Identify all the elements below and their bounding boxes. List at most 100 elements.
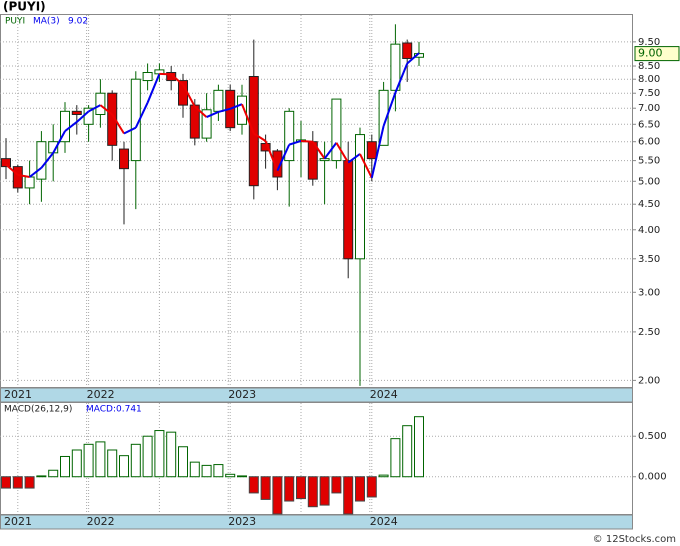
candle-body (71, 110, 82, 116)
macd-bar (178, 446, 188, 478)
candle-body (36, 141, 47, 180)
ma-line (311, 141, 326, 160)
candle-body (378, 89, 389, 146)
price-tag (634, 46, 680, 62)
ma-line (323, 142, 338, 160)
legend-macd: MACD(26,12,9) (4, 405, 72, 415)
ma-line (229, 103, 243, 110)
y-tick-label: 9.50 (638, 37, 660, 48)
macd-bar (331, 476, 342, 494)
ma-line (76, 110, 90, 123)
y-tick-label: 5.00 (638, 176, 660, 187)
ma-line (17, 173, 30, 178)
macd-bar (402, 425, 413, 478)
ma-line (264, 140, 279, 172)
candle-body (331, 98, 342, 162)
candle-body (166, 72, 177, 82)
x-tick-label: 2021 (4, 515, 32, 528)
ma-line (64, 121, 78, 132)
legend-symbol: PUYI (5, 17, 25, 27)
ma-line (159, 72, 172, 76)
macd-bar (307, 476, 318, 508)
y-tick-label: 2.50 (638, 327, 660, 338)
macd-bar (319, 476, 330, 506)
macd-bar (60, 455, 70, 478)
ma-line (170, 73, 184, 86)
macd-bar (130, 443, 141, 478)
ma-line (194, 105, 208, 118)
candle-body (142, 72, 153, 82)
macd-bar (378, 474, 389, 478)
macd-bar (48, 469, 59, 478)
macd-bar (260, 476, 271, 500)
macd-bar (71, 449, 82, 478)
macd-bar (272, 476, 283, 515)
marks: 2.00 2.50 3.00 3.50 4.00 4.50 5.00 5.50 6.00 6.50… (0, 15, 680, 528)
candle-body (119, 148, 129, 170)
macd-bar (414, 416, 424, 478)
macd-bar (119, 455, 129, 478)
footer: © 12Stocks.com (593, 534, 676, 545)
ma-line (335, 142, 350, 164)
candle-body (237, 95, 247, 125)
ma-line (99, 104, 113, 116)
macd-bar (296, 476, 306, 500)
candle-body (213, 89, 224, 112)
macd-bar (83, 443, 94, 478)
legend-ma-value: 9.02 (68, 17, 88, 27)
date-bar (0, 514, 633, 530)
x-tick-label: 2024 (370, 388, 398, 401)
y-tick-label: 4.00 (638, 225, 660, 236)
ma-line (123, 126, 137, 135)
candle-body (284, 110, 295, 162)
ma-line (370, 125, 385, 179)
y-tick-label: 7.00 (638, 103, 660, 114)
macd-bar (213, 464, 224, 478)
y-tick-label: 8.50 (638, 61, 660, 72)
ma-line (52, 130, 66, 154)
candle-body (355, 134, 365, 260)
candle-body (24, 176, 35, 189)
x-tick-label: 2021 (4, 388, 32, 401)
ma-line (253, 132, 267, 142)
macd-bar (237, 475, 247, 478)
y-tick-label: 5.50 (638, 156, 660, 167)
x-tick-label: 2023 (228, 388, 256, 401)
candle-body (319, 158, 330, 162)
candle-body (272, 150, 283, 178)
macd-bar (189, 461, 200, 478)
x-tick-label: 2022 (87, 388, 115, 401)
ma-line (5, 163, 19, 176)
macd-bar (225, 473, 236, 478)
ma-line (276, 144, 291, 172)
macd-bar (95, 441, 106, 478)
candle-body (402, 42, 413, 59)
ma-line (241, 103, 255, 134)
macd-bar (366, 476, 377, 498)
ma-line (288, 140, 302, 146)
legend-ma: MA(3) (33, 17, 60, 27)
y-tick-label: 6.00 (638, 137, 660, 148)
ma-line (300, 139, 313, 143)
y-tick-label: 8.00 (638, 74, 660, 85)
x-tick-label: 2023 (228, 515, 256, 528)
ma-line (88, 104, 101, 113)
candle-body (201, 109, 212, 139)
candle-body (95, 92, 106, 116)
legend-macd-value: MACD:0.741 (86, 405, 142, 415)
ma-line (347, 153, 361, 164)
y-tick-label: 7.50 (638, 88, 660, 99)
ma-line (40, 152, 54, 169)
macd-bar (390, 438, 401, 478)
candle-body (1, 158, 11, 168)
y-tick-label: 0.000 (638, 472, 667, 483)
macd-bar (142, 435, 153, 478)
ma-line (146, 73, 161, 104)
ma-line (382, 92, 397, 127)
x-tick-label: 2022 (87, 515, 115, 528)
y-tick-label: 3.50 (638, 254, 660, 265)
macd-bar (24, 476, 35, 489)
macd-bar (1, 476, 11, 489)
y-tick-label: 0.500 (638, 431, 667, 442)
